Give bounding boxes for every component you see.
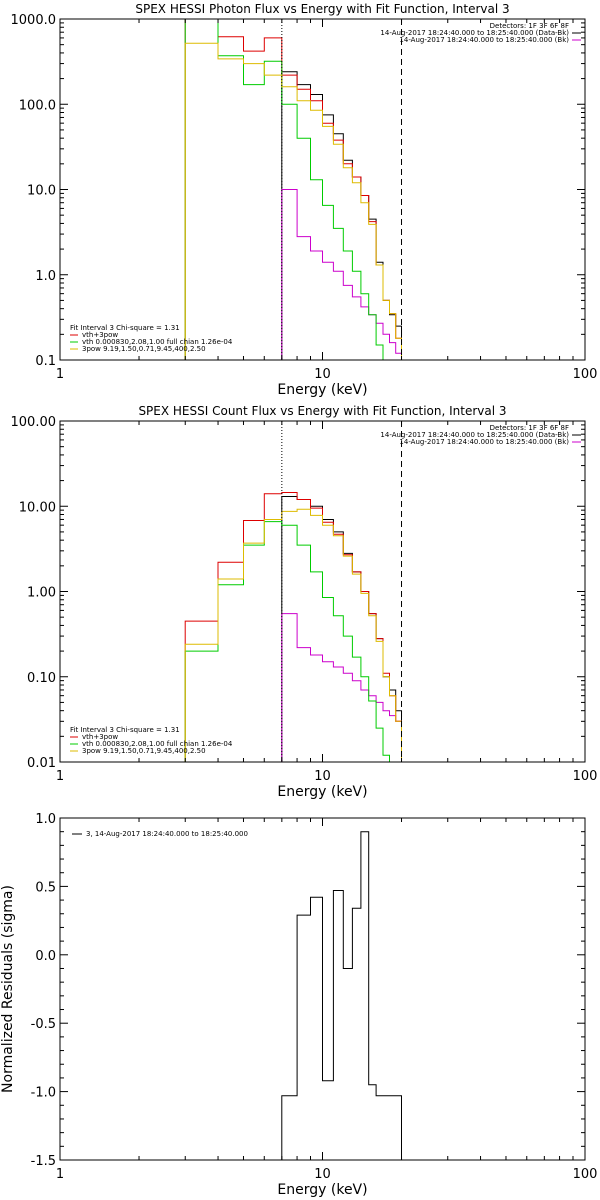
background-interval-label: 14-Aug-2017 18:24:40.000 to 18:25:40.000… <box>399 438 569 446</box>
y-tick-label: 1.0 <box>35 812 56 827</box>
x-tick-label: 100 <box>573 769 598 784</box>
legend-header: Fit Interval 3 Chi-square = 1.31 <box>70 726 180 734</box>
chart-2: SPEX HESSI Count Flux vs Energy with Fit… <box>11 404 598 800</box>
legend-header: Fit Interval 3 Chi-square = 1.31 <box>70 324 180 332</box>
y-tick-label: 10.00 <box>19 500 56 515</box>
data-layer <box>184 19 402 360</box>
legend-entry: vth 0.000830,2.08,1.00 full chian 1.26e-… <box>82 740 233 748</box>
legend-entry: vth 0.000830,2.08,1.00 full chian 1.26e-… <box>82 338 233 346</box>
series-model-vth <box>184 19 402 360</box>
y-tick-label: 0.01 <box>27 756 56 771</box>
y-tick-label: 0.1 <box>35 354 56 369</box>
x-tick-label: 10 <box>314 769 331 784</box>
x-tick-label: 1 <box>56 769 64 784</box>
y-axis-title: Normalized Residuals (sigma) <box>0 885 16 1093</box>
interval-label: 14-Aug-2017 18:24:40.000 to 18:25:40.000… <box>380 431 569 439</box>
data-layer <box>184 492 402 762</box>
series-residuals <box>281 831 402 1160</box>
series-bk <box>281 189 402 360</box>
detectors-label: Detectors: 1F 3F 6F 8F <box>490 22 569 30</box>
y-tick-label: 0.0 <box>35 949 56 964</box>
series-bk <box>281 613 402 762</box>
y-tick-label: 100.0 <box>19 98 56 113</box>
series-model-total <box>184 492 402 762</box>
x-axis-title: Energy (keV) <box>277 1182 367 1198</box>
data-layer <box>281 831 402 1160</box>
x-tick-label: 1 <box>56 1167 64 1182</box>
y-tick-label: 100.00 <box>11 415 57 430</box>
background-interval-label: 14-Aug-2017 18:24:40.000 to 18:25:40.000… <box>399 36 569 44</box>
y-tick-label: -0.5 <box>31 1017 56 1032</box>
series-model-pow <box>184 508 402 762</box>
y-tick-label: -1.5 <box>31 1154 56 1169</box>
chart-title: SPEX HESSI Count Flux vs Energy with Fit… <box>138 404 506 418</box>
y-tick-label: 1000.0 <box>11 13 57 28</box>
chart-title: SPEX HESSI Photon Flux vs Energy with Fi… <box>135 2 509 16</box>
interval-label: 14-Aug-2017 18:24:40.000 to 18:25:40.000… <box>380 29 569 37</box>
detectors-label: Detectors: 1F 3F 6F 8F <box>490 424 569 432</box>
x-tick-label: 100 <box>573 367 598 382</box>
y-tick-label: 1.0 <box>35 269 56 284</box>
x-tick-label: 10 <box>314 367 331 382</box>
x-axis-title: Energy (keV) <box>277 382 367 398</box>
chart-1: SPEX HESSI Photon Flux vs Energy with Fi… <box>11 2 598 398</box>
y-tick-label: 0.10 <box>27 671 56 686</box>
y-tick-label: 0.5 <box>35 880 56 895</box>
x-tick-label: 10 <box>314 1167 331 1182</box>
x-tick-label: 100 <box>573 1167 598 1182</box>
x-axis-title: Energy (keV) <box>277 784 367 800</box>
legend-entry: vth+3pow <box>82 733 118 741</box>
legend-entry: 3pow 9.19,1.50,0.71,9.45,400,2.50 <box>82 747 206 755</box>
legend-entry: vth+3pow <box>82 331 118 339</box>
y-tick-label: 1.00 <box>27 586 56 601</box>
legend-entry: 3pow 9.19,1.50,0.71,9.45,400,2.50 <box>82 345 206 353</box>
chart-3: 1 10 100 -1.5 -1.0 -0.5 0.0 0.5 1.0 Energy (keV) N… <box>0 812 597 1198</box>
series-model-vth <box>184 521 402 762</box>
y-tick-label: 10.0 <box>27 184 56 199</box>
y-tick-label: -1.0 <box>31 1086 56 1101</box>
series-model-pow <box>184 42 402 360</box>
legend-entry: 3, 14-Aug-2017 18:24:40.000 to 18:25:40.… <box>86 830 248 838</box>
x-tick-label: 1 <box>56 367 64 382</box>
